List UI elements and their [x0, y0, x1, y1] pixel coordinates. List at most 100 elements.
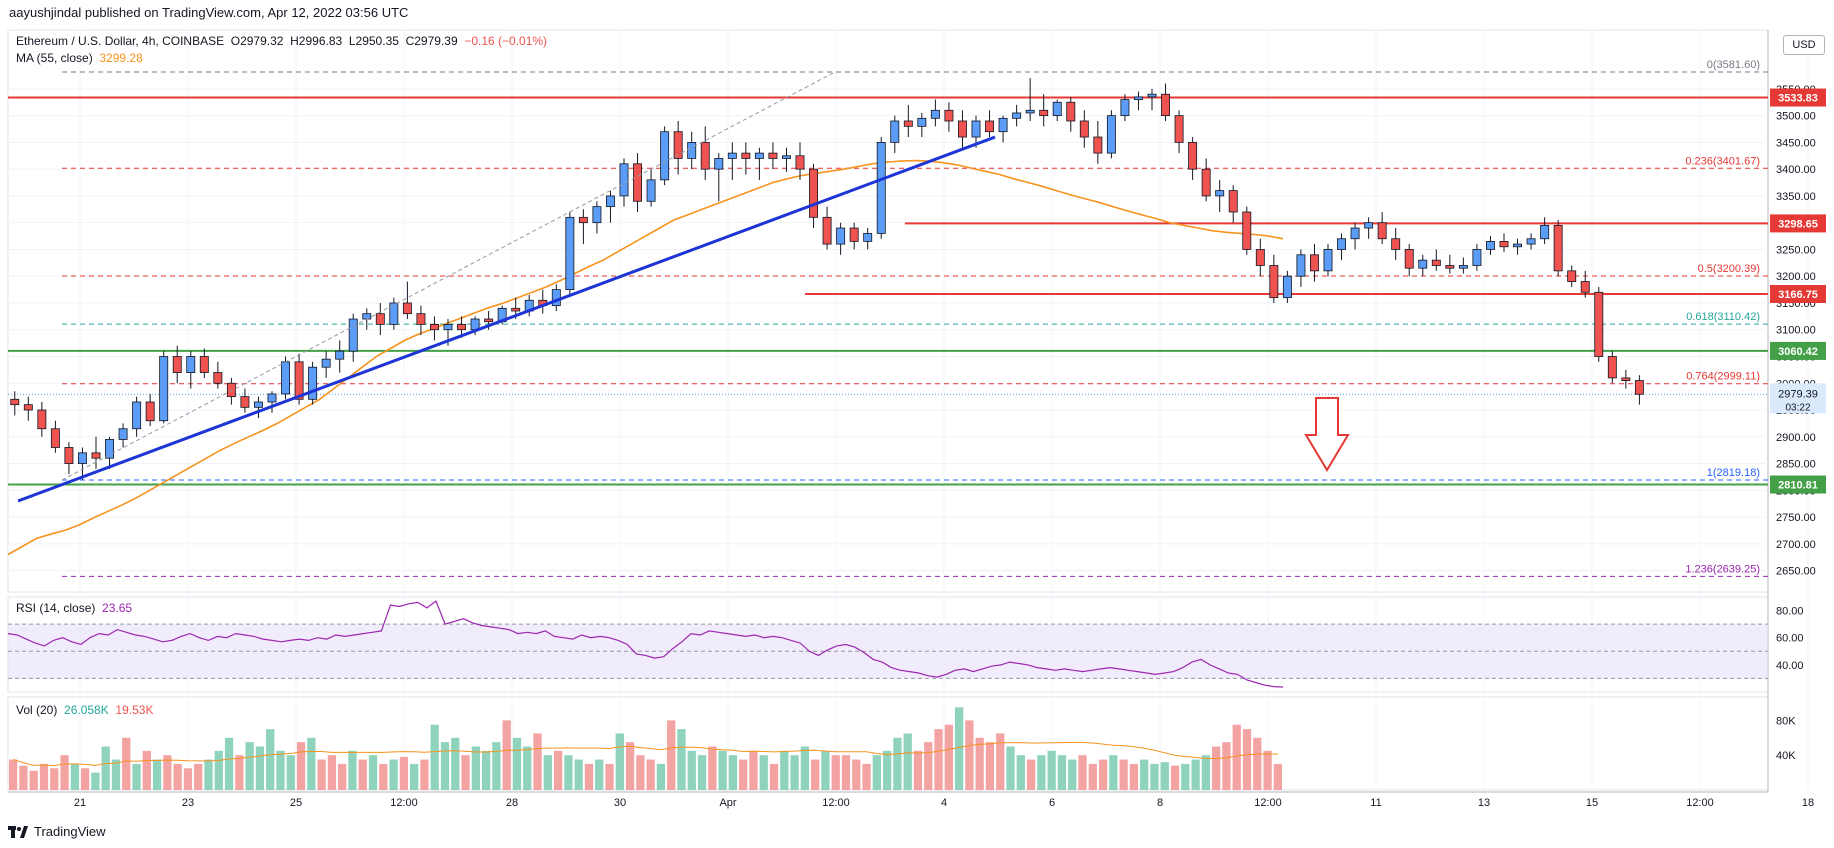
candle-body: [985, 120, 995, 133]
time-axis[interactable]: 21 23 25 12:00 28 30 Apr 12:00 4 6 8 12:00 11 13 15 12:…: [74, 797, 1834, 809]
support-price-label: 2810.81: [1778, 480, 1818, 492]
candle: [1458, 257, 1468, 274]
volume-bar: [1170, 765, 1180, 790]
volume-bar: [728, 755, 738, 790]
candle: [1486, 236, 1495, 255]
candle: [836, 222, 846, 255]
candle: [1174, 110, 1184, 154]
candle-body: [714, 158, 724, 170]
volume-bar: [1242, 729, 1252, 790]
price-tick-label: 3250.00: [1776, 244, 1816, 256]
candle-body: [267, 393, 277, 403]
candle: [105, 436, 114, 469]
time-tick-label: 12:00: [1254, 797, 1282, 809]
candle-body: [1228, 190, 1238, 213]
candle: [1120, 94, 1130, 121]
current-price-tag: [1770, 383, 1826, 414]
rsi-pane[interactable]: [7, 600, 1768, 688]
price-tick-label: 2700.00: [1776, 539, 1816, 551]
volume-bar: [389, 759, 398, 790]
candle-body: [1012, 112, 1022, 119]
candle-body: [1445, 265, 1455, 269]
candle-body: [389, 302, 399, 325]
candle: [619, 158, 629, 207]
candle: [213, 361, 223, 389]
candle: [660, 126, 670, 186]
candle: [172, 345, 182, 384]
candle-body: [1567, 270, 1577, 282]
resistance-price-tag: [1770, 88, 1826, 107]
volume-bar: [903, 733, 912, 790]
volume-bar: [1160, 762, 1169, 790]
candle: [1526, 233, 1536, 250]
volume-bar: [1016, 755, 1025, 790]
candle: [308, 361, 318, 405]
candle-body: [199, 356, 209, 373]
symbol-title[interactable]: Ethereum / U.S. Dollar, 4h, COINBASE: [16, 34, 225, 48]
volume-bar: [451, 737, 460, 790]
ma-legend[interactable]: MA (55, close) 3299.28: [16, 51, 143, 65]
candle: [91, 436, 101, 469]
candle-body: [700, 141, 710, 170]
price-tick-label: 3350.00: [1776, 191, 1816, 203]
candle-body: [402, 302, 412, 315]
candle-body: [348, 318, 358, 352]
candle: [1472, 244, 1482, 271]
volume-bar: [1150, 763, 1159, 790]
candle-body: [429, 323, 439, 331]
volume-bar: [1088, 763, 1097, 790]
rsi-label: RSI (14, close): [16, 601, 96, 615]
candle: [348, 313, 358, 362]
candle: [416, 305, 426, 336]
rsi-legend[interactable]: RSI (14, close) 23.65: [16, 601, 132, 615]
currency-button[interactable]: USD: [1783, 35, 1825, 55]
tradingview-logo[interactable]: TradingView: [8, 824, 106, 839]
volume-bar: [574, 759, 583, 790]
volume-bar: [296, 742, 306, 790]
candle: [863, 228, 873, 250]
countdown-label: 03:22: [1785, 402, 1810, 413]
volume-pane[interactable]: [9, 707, 1282, 790]
candle-body: [1052, 101, 1062, 117]
volume-bar: [533, 733, 542, 790]
volume-legend[interactable]: Vol (20) 26.058K 19.53K: [16, 703, 153, 717]
volume-bar: [975, 737, 984, 790]
price-axis[interactable]: 2650.002700.002750.002800.002850.002900.…: [1770, 84, 1826, 762]
symbol-ohlc-line: Ethereum / U.S. Dollar, 4h, COINBASE O29…: [16, 34, 547, 48]
candle: [768, 142, 778, 170]
candle-body: [50, 428, 60, 448]
candle-body: [1418, 259, 1428, 269]
fib-label: 0.5(3200.39): [1698, 263, 1760, 275]
candle-body: [768, 152, 778, 159]
candle-body: [1350, 227, 1360, 240]
candle: [23, 396, 33, 421]
change-value: −0.16 (−0.01%): [464, 34, 548, 48]
candle: [1513, 238, 1523, 255]
fib-label: 0(3581.60): [1707, 59, 1760, 71]
volume-bar: [307, 737, 316, 790]
candle-body: [1540, 224, 1550, 240]
candle: [1594, 286, 1604, 362]
candle-body: [1296, 254, 1306, 277]
candles[interactable]: [10, 78, 1644, 480]
time-tick-label: 28: [506, 797, 518, 809]
candle-body: [1079, 120, 1089, 138]
volume-tick-label: 40K: [1776, 750, 1796, 762]
close-value: C2979.39: [405, 34, 458, 48]
volume-bar: [152, 759, 162, 790]
candle-body: [619, 163, 629, 197]
candle-body: [782, 155, 791, 159]
volume-bar: [368, 755, 378, 790]
fib-label: 0.764(2999.11): [1686, 371, 1760, 383]
candle-body: [890, 120, 900, 143]
rsi-tick-label: 60.00: [1776, 633, 1804, 645]
volume-bar: [718, 750, 727, 790]
candle-body: [37, 409, 47, 430]
candle-body: [362, 313, 372, 320]
volume-bar: [1078, 755, 1087, 790]
volume-bar: [965, 720, 974, 790]
candle-body: [1472, 249, 1482, 266]
volume-bar: [1201, 755, 1211, 790]
candle: [1012, 104, 1022, 127]
